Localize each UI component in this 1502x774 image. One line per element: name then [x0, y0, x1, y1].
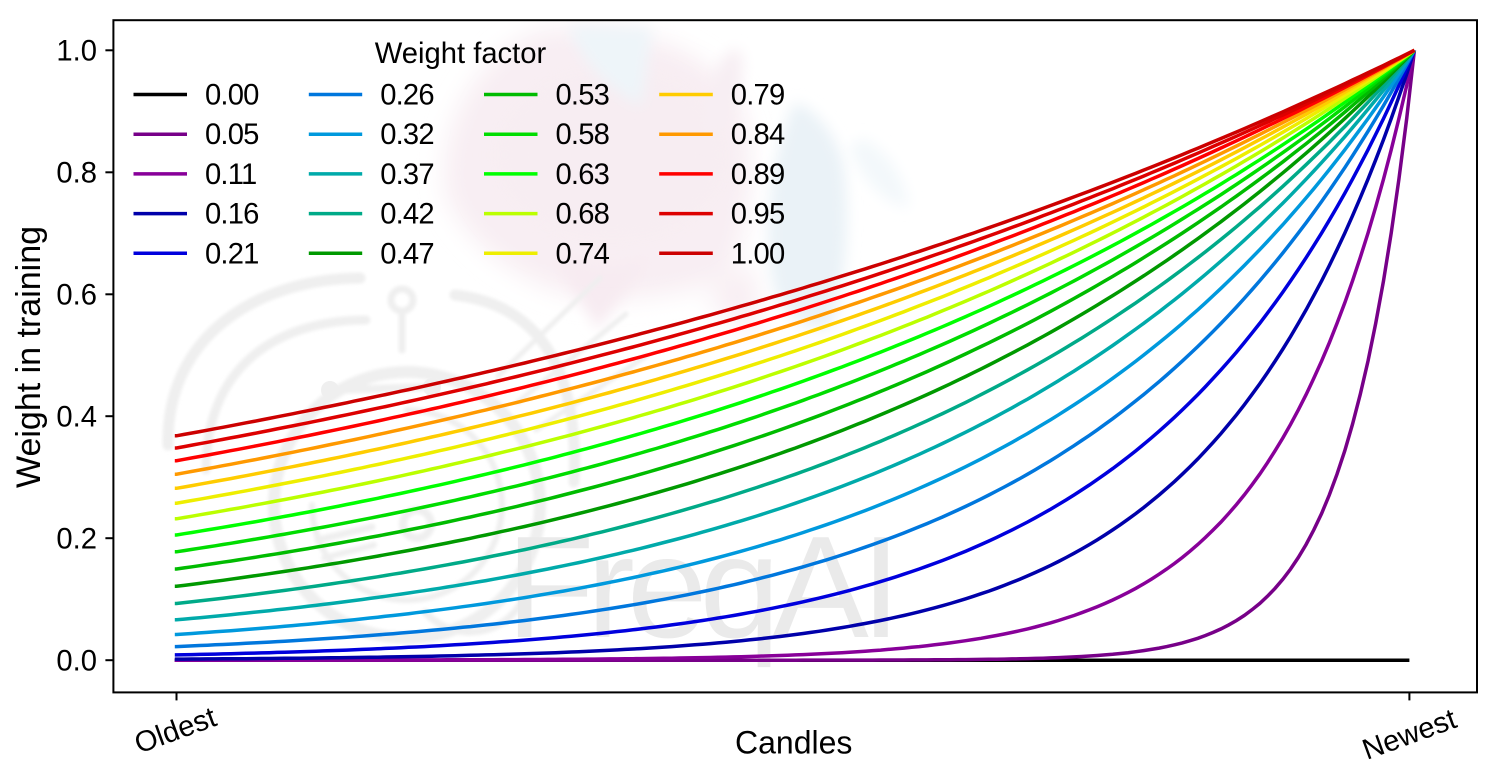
svg-text:0.37: 0.37: [380, 159, 434, 191]
svg-text:Weight factor: Weight factor: [375, 38, 547, 70]
svg-text:Weight in training: Weight in training: [10, 226, 48, 488]
svg-text:0.63: 0.63: [556, 159, 610, 191]
svg-text:0.05: 0.05: [205, 119, 259, 151]
svg-text:1.00: 1.00: [731, 238, 785, 270]
svg-text:0.58: 0.58: [556, 119, 610, 151]
svg-text:0.8: 0.8: [56, 158, 97, 190]
svg-text:0.84: 0.84: [731, 119, 785, 151]
svg-text:0.68: 0.68: [556, 199, 610, 231]
svg-text:0.26: 0.26: [380, 80, 434, 112]
svg-text:0.6: 0.6: [56, 280, 97, 312]
svg-text:0.74: 0.74: [556, 238, 610, 270]
svg-text:0.47: 0.47: [380, 238, 434, 270]
svg-text:0.53: 0.53: [556, 80, 610, 112]
svg-text:0.4: 0.4: [56, 401, 97, 433]
svg-text:0.89: 0.89: [731, 159, 785, 191]
svg-text:0.21: 0.21: [205, 238, 259, 270]
svg-text:1.0: 1.0: [56, 36, 97, 68]
svg-text:0.16: 0.16: [205, 199, 259, 231]
svg-text:0.00: 0.00: [205, 80, 259, 112]
svg-text:Candles: Candles: [735, 725, 852, 761]
svg-text:0.79: 0.79: [731, 80, 785, 112]
svg-text:0.0: 0.0: [56, 645, 97, 677]
svg-text:0.11: 0.11: [205, 159, 256, 191]
svg-text:0.2: 0.2: [56, 523, 97, 555]
svg-text:0.42: 0.42: [380, 199, 434, 231]
svg-text:0.95: 0.95: [731, 199, 785, 231]
svg-text:0.32: 0.32: [380, 119, 434, 151]
